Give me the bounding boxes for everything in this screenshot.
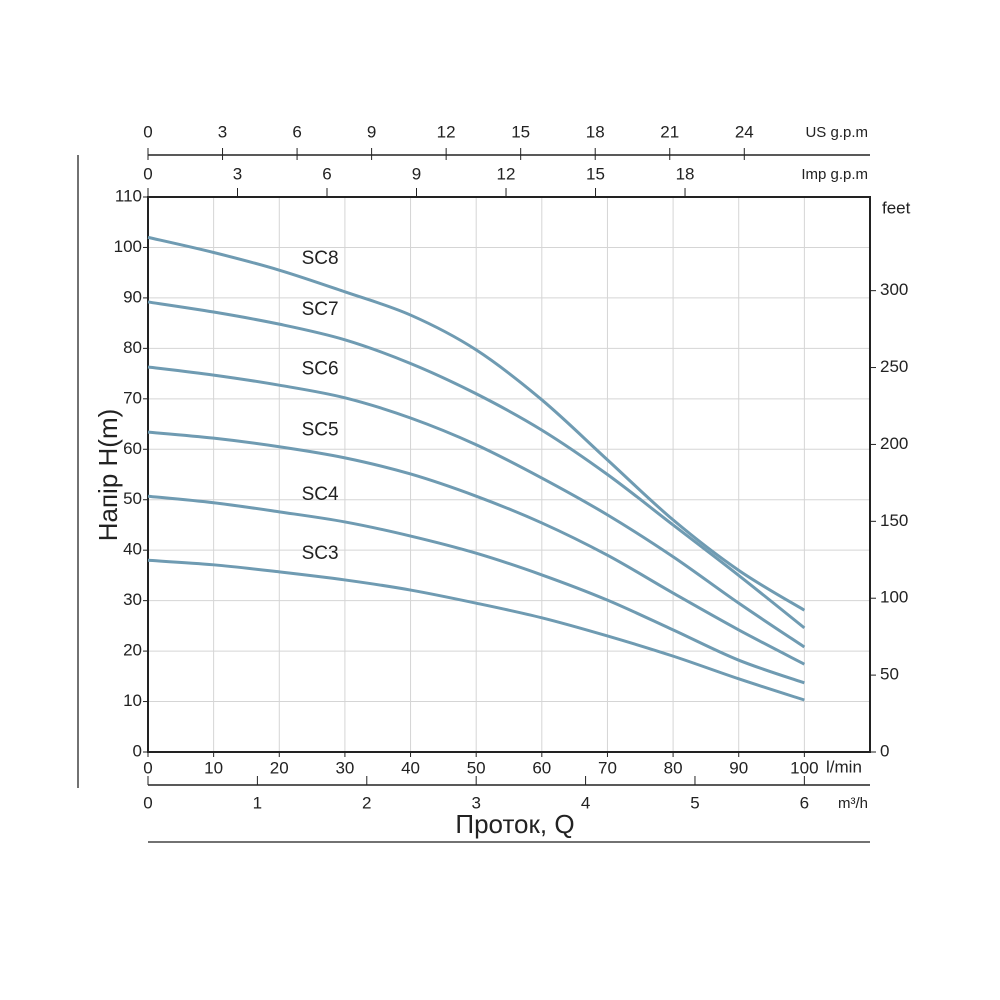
curve (147, 558, 805, 702)
y-tick-label: 80 (123, 338, 142, 357)
series-label: SC6 (302, 359, 339, 380)
y-tick-label: 100 (114, 237, 142, 256)
axis-tick-label: 15 (586, 164, 605, 183)
x-axis-title: Проток, Q (455, 809, 574, 839)
curve (147, 365, 806, 649)
x-tick-label: 30 (335, 758, 354, 777)
axis-tick-label: 0 (143, 122, 152, 141)
x-tick-label: 50 (467, 758, 486, 777)
axis-tick-label: 9 (412, 164, 421, 183)
x-tick-label: 20 (270, 758, 289, 777)
axis-tick-label: 2 (362, 793, 371, 812)
x-tick-label: 60 (532, 758, 551, 777)
y-tick-label: 110 (115, 186, 142, 205)
y2-tick-label: 300 (880, 280, 908, 299)
axis-name: US g.p.m (805, 124, 868, 141)
y2-tick-label: 50 (880, 665, 899, 684)
curve (147, 235, 806, 612)
y2-tick-label: 100 (880, 588, 908, 607)
series-label: SC7 (302, 299, 339, 320)
y2-tick-label: 200 (880, 434, 908, 453)
y2-tick-label: 150 (880, 511, 908, 530)
y-tick-label: 50 (123, 489, 142, 508)
y-tick-label: 40 (123, 540, 142, 559)
plot-frame (147, 196, 871, 753)
axis-name: m³/h (838, 795, 868, 812)
axis-tick-label: 18 (586, 122, 605, 141)
x-tick-label: 10 (204, 758, 223, 777)
series-label: SC8 (302, 248, 339, 269)
x-tick-label: 0 (143, 758, 152, 777)
x-tick-label: 70 (598, 758, 617, 777)
x-tick-label: 90 (729, 758, 748, 777)
y2-tick-label: 250 (880, 357, 908, 376)
x-tick-label: 80 (664, 758, 683, 777)
axis-tick-label: 0 (143, 164, 152, 183)
axis-tick-label: 18 (676, 164, 695, 183)
x-tick-label: 40 (401, 758, 420, 777)
series-label: SC5 (302, 419, 339, 440)
y-tick-label: 60 (123, 439, 142, 458)
axis-tick-label: 6 (322, 164, 331, 183)
axis-tick-label: 0 (143, 793, 152, 812)
axis-tick-label: 4 (581, 793, 590, 812)
axis-tick-label: 5 (690, 793, 699, 812)
x-unit: l/min (826, 757, 862, 776)
axis-tick-label: 6 (800, 793, 809, 812)
series-label: SC4 (302, 484, 339, 505)
axis-tick-label: 12 (437, 122, 456, 141)
y-tick-label: 30 (123, 590, 142, 609)
y2-axis-title: feet (882, 198, 911, 217)
y-tick-label: 0 (133, 741, 142, 760)
curve (147, 494, 805, 685)
series-label: SC3 (302, 543, 339, 564)
axis-name: Imp g.p.m (801, 166, 868, 183)
axis-tick-label: 12 (497, 164, 516, 183)
y2-tick-label: 0 (880, 741, 889, 760)
y-tick-label: 70 (123, 388, 142, 407)
curve (147, 430, 806, 666)
curve (147, 300, 806, 630)
y-tick-label: 90 (123, 287, 142, 306)
axis-tick-label: 3 (233, 164, 242, 183)
axis-tick-label: 6 (292, 122, 301, 141)
axis-tick-label: 9 (367, 122, 376, 141)
axis-tick-label: 3 (218, 122, 227, 141)
axis-tick-label: 15 (511, 122, 530, 141)
y-axis-title: Напір H(m) (93, 409, 123, 542)
axis-tick-label: 1 (253, 793, 262, 812)
y-tick-label: 10 (123, 691, 142, 710)
y-tick-label: 20 (123, 641, 142, 660)
x-tick-label: 100 (790, 758, 818, 777)
axis-tick-label: 3 (471, 793, 480, 812)
axis-tick-label: 21 (660, 122, 679, 141)
axis-tick-label: 24 (735, 122, 754, 141)
